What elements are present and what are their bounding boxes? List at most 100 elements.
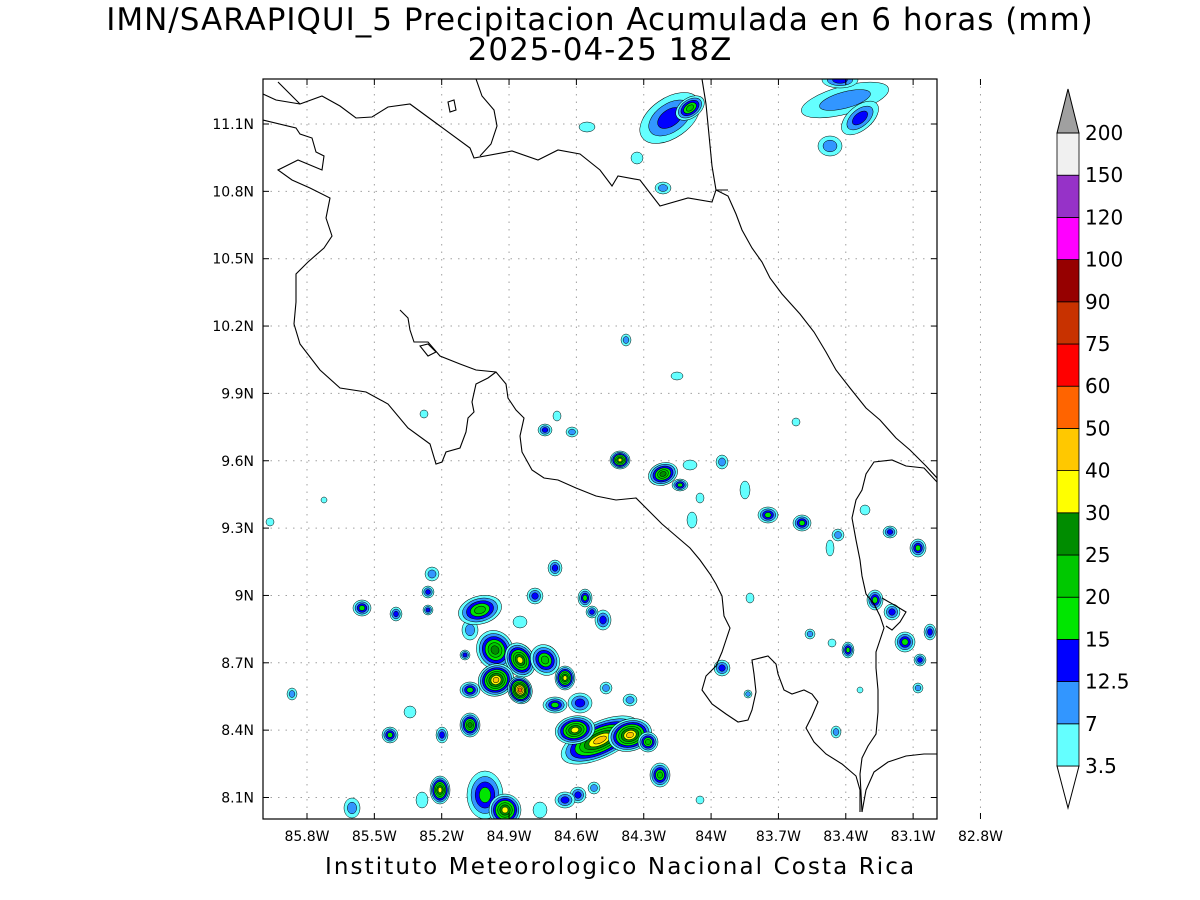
precip-contour: [589, 609, 595, 615]
precip-contour: [492, 677, 500, 683]
longitude-ticks: 85.8W 85.5W 85.2W 84.9W 84.6W 84.3W 84W 83.7W 83…: [284, 79, 1003, 845]
precip-cell: [547, 559, 563, 577]
precip-contour: [552, 410, 562, 422]
precip-contour: [718, 664, 726, 672]
precip-cell: [419, 409, 429, 419]
precip-cell: [403, 705, 417, 719]
precip-contour: [541, 427, 549, 433]
precip-cell: [745, 592, 755, 604]
lat-tick-label: 9.9N: [221, 386, 254, 402]
plot-frame: [262, 78, 938, 820]
precip-contour: [626, 732, 634, 738]
precip-contour: [856, 686, 864, 694]
precip-cell: [654, 181, 672, 195]
precip-contour: [582, 594, 588, 602]
colorbar-label: 12.5: [1085, 670, 1130, 694]
precip-cell: [827, 638, 837, 648]
precip-contour: [501, 806, 509, 814]
precip-cell: [913, 653, 927, 667]
precip-cell: [459, 712, 481, 738]
precip-contour: [670, 371, 684, 381]
precip-contour: [622, 336, 630, 344]
precip-cell: [381, 726, 399, 744]
precip-contour: [677, 482, 683, 488]
colorbar-bin: [1056, 470, 1080, 514]
precip-cell: [532, 801, 548, 819]
precip-contour: [593, 735, 607, 745]
colorbar-bin: [1056, 343, 1080, 387]
precip-cell: [526, 587, 544, 605]
precip-contour: [845, 647, 851, 653]
precip-cell: [265, 517, 275, 527]
precip-contour: [659, 471, 667, 477]
precipitation-map: 85.8W 85.5W 85.2W 84.9W 84.6W 84.3W 84W 83.7W 83…: [212, 78, 1130, 845]
precip-cell: [507, 675, 533, 705]
precip-cell: [649, 762, 671, 788]
precip-cell: [817, 135, 843, 157]
precip-contour: [466, 687, 474, 693]
precip-contour: [617, 458, 623, 462]
precip-cell: [882, 525, 898, 539]
lon-tick-label: 84W: [695, 829, 727, 845]
precip-cell: [389, 606, 403, 622]
lon-tick-label: 84.9W: [487, 829, 532, 845]
colorbar-label: 150: [1085, 163, 1123, 187]
precip-cell: [866, 589, 884, 611]
precip-cell: [841, 641, 855, 659]
precip-contour: [888, 608, 896, 616]
lat-tick-label: 9N: [235, 588, 254, 604]
precip-cell: [821, 79, 859, 89]
precip-contour: [425, 589, 431, 595]
colorbar-bin: [1056, 427, 1080, 471]
nicaragua-border: [277, 81, 728, 207]
lon-tick-label: 83.4W: [823, 829, 868, 845]
precip-cell: [352, 599, 372, 617]
precip-contour: [852, 110, 868, 126]
colorbar-label: 120: [1085, 205, 1123, 229]
precip-contour: [415, 791, 429, 809]
precip-contour: [517, 687, 523, 693]
precip-cell: [622, 693, 638, 707]
nicaragua-coast: [475, 79, 717, 191]
precip-contour: [827, 638, 837, 648]
precip-contour: [859, 504, 871, 516]
colorbar-bin: [1056, 385, 1080, 429]
precip-cell: [585, 605, 599, 619]
colorbar-label: 90: [1085, 290, 1110, 314]
colorbar-bin: [1056, 554, 1080, 598]
precip-cell: [715, 454, 729, 470]
map-title: IMN/SARAPIQUI_5 Precipitacion Acumulada …: [106, 2, 1094, 38]
precip-contour: [574, 791, 582, 799]
precip-cell: [477, 663, 515, 697]
colorbar-label: 200: [1085, 121, 1123, 145]
precip-contour: [822, 139, 838, 153]
colorbar-bin: [1056, 132, 1080, 176]
precip-contour: [531, 592, 539, 600]
lon-tick-label: 82.8W: [958, 829, 1003, 845]
lat-tick-label: 10.5N: [212, 252, 254, 268]
precip-contour: [832, 79, 848, 84]
colorbar: 3.5 7 12.5 15 20 25 30 40 50 60 75 90 100 120 150 200: [1056, 88, 1130, 810]
precip-contour: [745, 592, 755, 604]
precip-cell: [670, 371, 684, 381]
colorbar-label: 30: [1085, 501, 1110, 525]
nicoya-north-coast: [263, 93, 497, 465]
lat-tick-label: 10.8N: [212, 184, 254, 200]
precip-contour: [686, 511, 698, 529]
precip-cell: [648, 462, 678, 486]
caribbean-coast: [715, 189, 937, 479]
lon-tick-label: 83.7W: [756, 829, 801, 845]
precip-contour: [695, 492, 705, 504]
precip-cell: [912, 682, 924, 694]
precip-cell: [599, 681, 613, 695]
colorbar-label: 40: [1085, 459, 1110, 483]
colorbar-label: 15: [1085, 627, 1110, 651]
precip-contour: [625, 696, 635, 704]
precip-cell: [695, 795, 705, 805]
precip-cell: [671, 478, 689, 492]
precip-contour: [791, 417, 801, 427]
precip-contour: [914, 684, 922, 692]
precip-cell: [542, 696, 568, 714]
colorbar-bin: [1056, 723, 1080, 767]
precip-cell: [320, 496, 328, 504]
